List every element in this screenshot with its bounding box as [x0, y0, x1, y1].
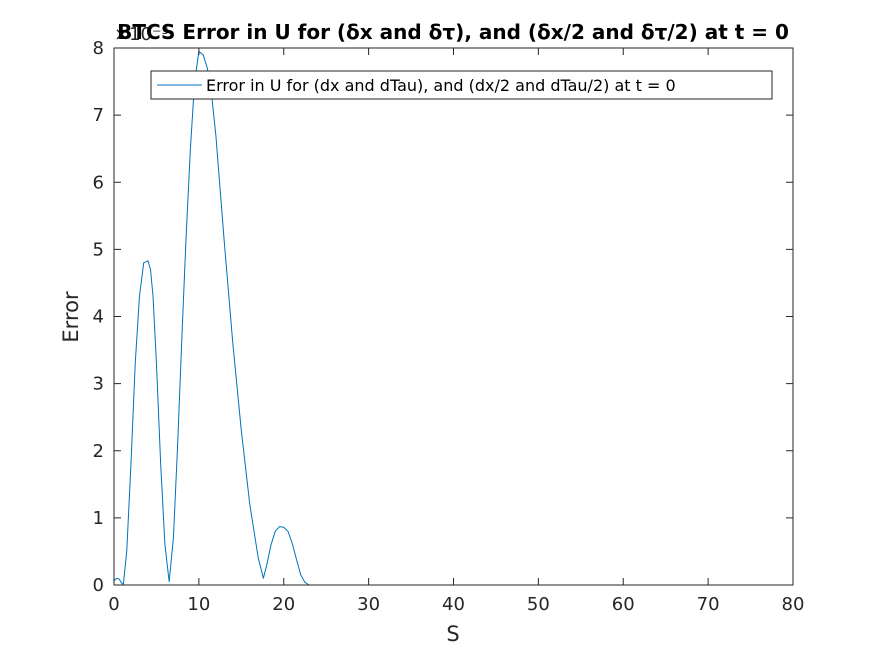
x-tick-label: 30 [357, 594, 380, 615]
y-tick-label: 4 [93, 307, 104, 328]
legend: Error in U for (dx and dTau), and (dx/2 … [150, 70, 773, 100]
x-tick-label: 80 [782, 594, 805, 615]
x-tick-label: 50 [527, 594, 550, 615]
y-axis-label: Error [59, 291, 83, 343]
y-tick-label: 1 [93, 508, 104, 529]
y-axis-ticks: 0 1 2 3 4 5 6 7 8 [93, 38, 793, 596]
y-tick-label: 6 [93, 172, 104, 193]
x-tick-label: 20 [272, 594, 295, 615]
x-tick-label: 0 [108, 594, 119, 615]
chart-title: BTCS Error in U for (δx and δτ), and (δx… [117, 20, 789, 44]
x-tick-label: 10 [187, 594, 210, 615]
y-tick-label: 8 [93, 38, 104, 59]
y-tick-label: 0 [93, 575, 104, 596]
x-tick-label: 60 [612, 594, 635, 615]
y-tick-label: 3 [93, 374, 104, 395]
y-tick-label: 7 [93, 105, 104, 126]
x-tick-label: 70 [697, 594, 720, 615]
plot-area [114, 48, 793, 585]
y-axis-exponent: ×10⁻³ [114, 24, 169, 45]
x-axis-ticks: 0 10 20 30 40 50 60 70 80 [108, 48, 804, 615]
x-axis-label: S [446, 622, 459, 646]
legend-entry-label: Error in U for (dx and dTau), and (dx/2 … [206, 76, 676, 95]
y-tick-label: 5 [93, 239, 104, 260]
legend-box [150, 70, 773, 100]
x-tick-label: 40 [442, 594, 465, 615]
y-tick-label: 2 [93, 441, 104, 462]
